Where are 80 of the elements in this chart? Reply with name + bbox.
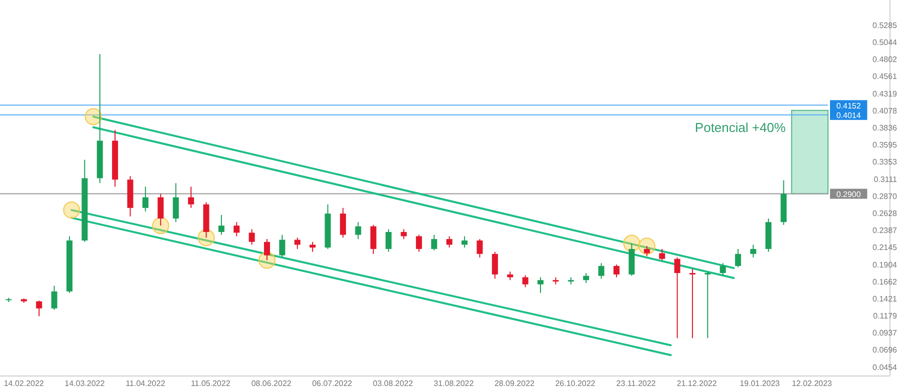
x-tick-label: 11.05.2022 xyxy=(190,379,231,388)
x-tick-label: 28.09.2022 xyxy=(494,379,536,388)
candlestick xyxy=(234,222,240,237)
y-tick-label: 0.3353 xyxy=(872,158,898,167)
y-tick-label: 0.5044 xyxy=(872,38,898,48)
candlestick xyxy=(158,193,164,226)
candlestick xyxy=(370,224,376,254)
x-tick-label: 31.08.2022 xyxy=(434,379,474,388)
x-tick-label: 08.06.2022 xyxy=(251,379,292,388)
candlestick xyxy=(400,228,407,240)
candlestick xyxy=(218,214,224,236)
candlestick xyxy=(142,186,148,212)
x-tick-label: 23.11.2022 xyxy=(616,379,656,388)
band-label: Potencial +40% xyxy=(694,120,786,136)
y-tick-label: 0.2628 xyxy=(872,209,898,218)
candlestick xyxy=(659,248,666,261)
candlestick xyxy=(583,272,590,284)
candlestick xyxy=(279,234,286,258)
candlestick xyxy=(689,268,696,339)
candlestick xyxy=(340,207,346,238)
ref-line-label: 0.2900 xyxy=(836,190,862,199)
y-tick-label: 0.1662 xyxy=(872,277,898,286)
candlestick xyxy=(538,276,544,294)
y-tick-label: 0.4319 xyxy=(872,89,898,98)
x-tick-label: 03.08.2022 xyxy=(372,379,414,388)
x-tick-label: 14.02.2022 xyxy=(4,379,44,388)
y-tick-label: 0.0937 xyxy=(872,328,898,338)
candlestick xyxy=(462,236,468,248)
point xyxy=(63,202,80,219)
candlestick xyxy=(613,264,620,278)
x-tick-label: 11.04.2022 xyxy=(126,379,166,388)
candlestick xyxy=(431,234,438,251)
ref-line-label: 0.4152 xyxy=(836,101,862,110)
point xyxy=(198,229,215,246)
y-tick-label: 0.4802 xyxy=(872,55,898,64)
candlestick xyxy=(416,234,422,252)
point xyxy=(84,108,102,126)
y-tick-label: 0.0454 xyxy=(872,362,898,372)
candlestick xyxy=(598,262,604,280)
candlestick xyxy=(51,285,58,310)
y-tick-label: 0.5285 xyxy=(872,20,898,30)
candlestick xyxy=(264,238,270,261)
y-tick-label: 0.0696 xyxy=(872,346,898,355)
candlestick xyxy=(674,256,680,339)
candlestick xyxy=(172,182,179,223)
candlestick xyxy=(720,262,726,276)
point xyxy=(152,217,170,234)
x-tick-label: 12.02.2023 xyxy=(792,379,832,388)
candlestick xyxy=(476,238,483,258)
x-tick-label: 14.03.2022 xyxy=(64,379,106,388)
y-tick-label: 0.1904 xyxy=(872,260,898,270)
x-tick-label: 26.10.2022 xyxy=(555,379,596,388)
y-tick-label: 0.1179 xyxy=(873,312,898,321)
y-tick-label: 0.2145 xyxy=(872,243,898,252)
candlestick xyxy=(750,244,756,258)
y-tick-label: 0.4561 xyxy=(872,72,898,82)
candlestick xyxy=(248,228,255,246)
candlestick xyxy=(36,300,42,317)
x-tick-label: 21.12.2022 xyxy=(676,379,718,388)
y-tick-label: 0.4078 xyxy=(872,106,898,116)
candlestick xyxy=(704,271,711,339)
ref-line-label: 0.4014 xyxy=(836,111,862,120)
y-tick-label: 0.1421 xyxy=(872,294,898,304)
y-tick-label: 0.3595 xyxy=(872,140,898,150)
candlestick xyxy=(294,237,300,250)
candlestick xyxy=(386,228,392,252)
y-tick-label: 0.3111 xyxy=(874,174,898,184)
candlestick xyxy=(310,241,316,252)
candlestick xyxy=(644,246,650,257)
candlestick xyxy=(492,251,498,280)
x-tick-label: 19.01.2023 xyxy=(740,379,780,388)
candlestick xyxy=(446,236,452,248)
x-tick-label: 06.07.2022 xyxy=(312,379,353,388)
candlestick xyxy=(735,248,742,268)
y-tick-label: 0.2870 xyxy=(872,192,898,201)
y-tick-label: 0.2387 xyxy=(872,226,898,236)
candlestick xyxy=(188,186,194,208)
candlestick xyxy=(522,274,528,288)
candlestick xyxy=(355,222,362,240)
y-tick-label: 0.3836 xyxy=(872,124,898,133)
